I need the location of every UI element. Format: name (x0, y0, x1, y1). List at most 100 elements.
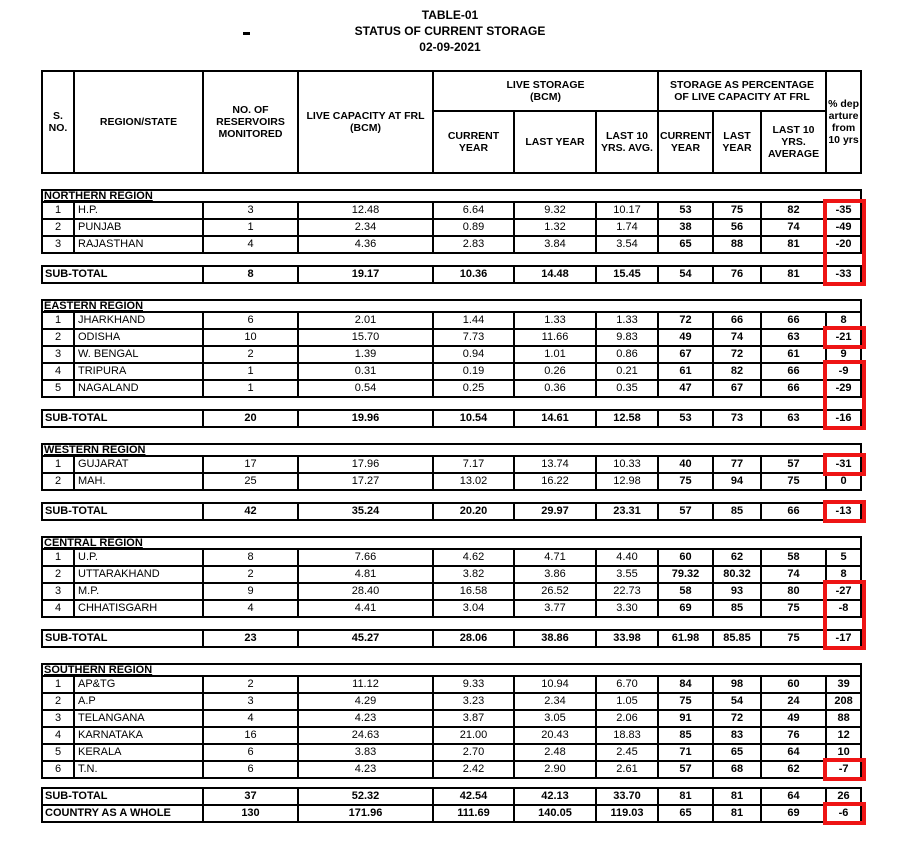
cell-last: 10.94 (513, 675, 597, 694)
cell-capacity: 17.96 (297, 455, 434, 474)
header-last-year-pct: LAST YEAR (712, 110, 762, 174)
cell-departure: -35 (824, 201, 863, 220)
cell-avg10: 10.17 (595, 201, 659, 220)
cell-pcur: 72 (657, 311, 714, 330)
cell-cur: 4.62 (432, 548, 515, 567)
cell-last: 16.22 (513, 472, 597, 491)
cell-pavg: 63 (760, 409, 827, 428)
cell-cur: 2.42 (432, 760, 515, 779)
cell-pavg: 69 (760, 804, 827, 823)
cell-plast: 94 (712, 472, 762, 491)
region-header-label: NORTHERN REGION (44, 190, 153, 202)
cell-last: 11.66 (513, 328, 597, 347)
region-header: WESTERN REGION (40, 443, 863, 457)
cell-state-name: KERALA (73, 743, 204, 762)
cell-reservoirs: 2 (202, 565, 299, 584)
table-row: 5 NAGALAND 1 0.54 0.25 0.36 0.35 47 67 66 -29 (41, 379, 863, 398)
cell-serial-no: 2 (41, 565, 75, 584)
cell-serial-no: 2 (41, 218, 75, 237)
cell-avg10: 9.83 (595, 328, 659, 347)
section-table: WESTERN REGION 1 GUJARAT 17 17.96 7.17 13.74 10… (40, 443, 863, 491)
cell-pcur: 67 (657, 345, 714, 364)
cell-departure: 5 (824, 548, 863, 567)
cell-serial-no: 1 (41, 201, 75, 220)
cell-pavg: 74 (760, 218, 827, 237)
cell-pcur: 85 (657, 726, 714, 745)
cell-avg10: 119.03 (595, 804, 659, 823)
cell-plast: 85.85 (712, 629, 762, 648)
table-row: 4 CHHATISGARH 4 4.41 3.04 3.77 3.30 69 85 75 -8 (41, 599, 863, 618)
cell-plast: 80.32 (712, 565, 762, 584)
cell-pcur: 69 (657, 599, 714, 618)
cell-last: 14.61 (513, 409, 597, 428)
cell-pavg: 62 (760, 760, 827, 779)
header-departure: % departure from 10 yrs (825, 70, 863, 174)
cell-pcur: 54 (657, 265, 714, 284)
cell-avg10: 4.40 (595, 548, 659, 567)
cell-reservoirs: 4 (202, 235, 299, 254)
cell-plast: 85 (712, 502, 762, 521)
cell-last: 0.36 (513, 379, 597, 398)
cell-avg10: 6.70 (595, 675, 659, 694)
cell-plast: 72 (712, 709, 762, 728)
section-spacer (41, 648, 866, 663)
cell-reservoirs: 42 (202, 502, 299, 521)
cell-pcur: 61 (657, 362, 714, 381)
cell-departure: 10 (824, 743, 863, 762)
cell-capacity: 2.01 (297, 311, 434, 330)
table-row: 2 A.P 3 4.29 3.23 2.34 1.05 75 54 24 208 (41, 692, 863, 711)
section-spacer (41, 779, 866, 787)
section-table: SUB-TOTAL 37 52.32 42.54 42.13 33.70 81 81 64 26 C… (41, 787, 862, 823)
section-spacer (41, 618, 866, 629)
cell-pcur: 47 (657, 379, 714, 398)
cell-avg10: 1.33 (595, 311, 659, 330)
summary-row: COUNTRY AS A WHOLE 130 171.96 111.69 140.05 1… (41, 804, 862, 823)
region-header-label: CENTRAL REGION (44, 537, 143, 549)
cell-avg10: 3.54 (595, 235, 659, 254)
cell-capacity: 11.12 (297, 675, 434, 694)
table-row: 1 U.P. 8 7.66 4.62 4.71 4.40 60 62 58 5 (41, 548, 863, 567)
cell-plast: 83 (712, 726, 762, 745)
cell-pcur: 91 (657, 709, 714, 728)
cell-pavg: 81 (760, 235, 827, 254)
cell-pcur: 79.32 (657, 565, 714, 584)
cell-capacity: 4.23 (297, 760, 434, 779)
cell-serial-no: 4 (41, 599, 75, 618)
cell-capacity: 4.36 (297, 235, 434, 254)
table-row: 1 JHARKHAND 6 2.01 1.44 1.33 1.33 72 66 66 8 (41, 311, 863, 330)
cell-row-label: COUNTRY AS A WHOLE (41, 804, 204, 823)
cell-last: 9.32 (513, 201, 597, 220)
cell-cur: 2.83 (432, 235, 515, 254)
cell-state-name: A.P (73, 692, 204, 711)
cell-plast: 98 (712, 675, 762, 694)
table-sections: NORTHERN REGION 1 H.P. 3 12.48 6.64 9.32 10.17 5… (40, 189, 866, 823)
cell-pcur: 53 (657, 409, 714, 428)
cell-last: 1.33 (513, 311, 597, 330)
cell-pavg: 82 (760, 201, 827, 220)
table-row: 1 AP&TG 2 11.12 9.33 10.94 6.70 84 98 60 39 (41, 675, 863, 694)
document-date: 02-09-2021 (419, 40, 481, 54)
cell-state-name: PUNJAB (73, 218, 204, 237)
cell-reservoirs: 8 (202, 548, 299, 567)
cell-plast: 81 (712, 804, 762, 823)
section-spacer (41, 174, 866, 189)
cell-pcur: 53 (657, 201, 714, 220)
cell-pavg: 63 (760, 328, 827, 347)
cell-capacity: 15.70 (297, 328, 434, 347)
cell-pavg: 75 (760, 599, 827, 618)
cell-pcur: 65 (657, 235, 714, 254)
cell-capacity: 19.17 (297, 265, 434, 284)
cell-avg10: 0.35 (595, 379, 659, 398)
table-row: 1 H.P. 3 12.48 6.64 9.32 10.17 53 75 82 -35 (41, 201, 863, 220)
cell-state-name: MAH. (73, 472, 204, 491)
cell-last: 2.34 (513, 692, 597, 711)
cell-plast: 75 (712, 201, 762, 220)
cell-plast: 54 (712, 692, 762, 711)
cell-pcur: 75 (657, 472, 714, 491)
cell-last: 13.74 (513, 455, 597, 474)
region-header-row: EASTERN REGION (40, 299, 863, 313)
cell-departure: -17 (825, 629, 862, 648)
stray-dash-mark (243, 32, 250, 35)
table-row: 2 PUNJAB 1 2.34 0.89 1.32 1.74 38 56 74 -49 (41, 218, 863, 237)
cell-serial-no: 2 (41, 472, 75, 491)
